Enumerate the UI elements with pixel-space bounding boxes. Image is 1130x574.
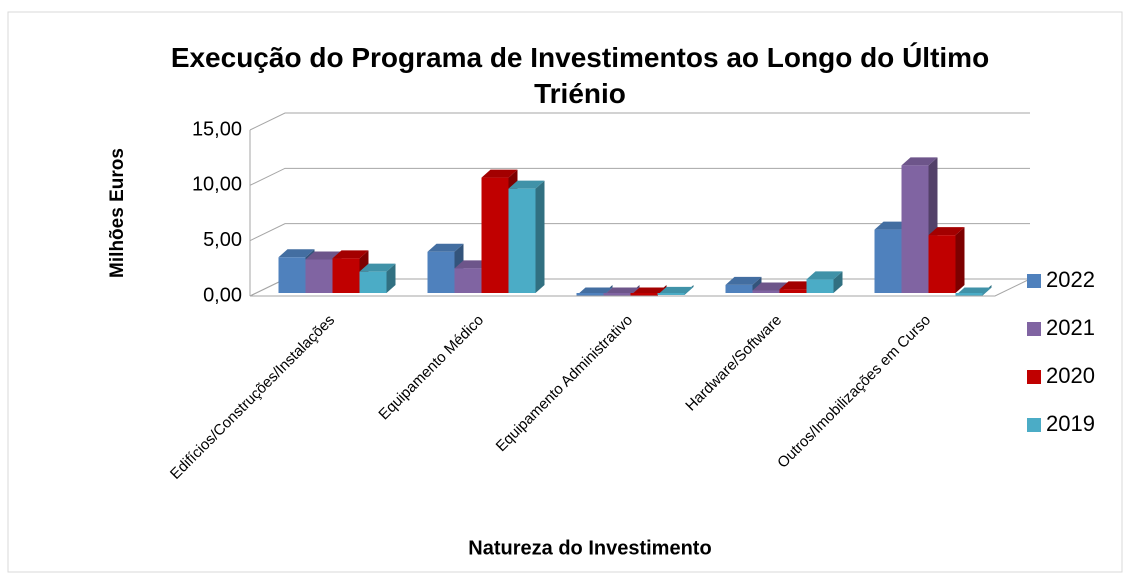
bar: [874, 229, 902, 293]
legend-label: 2022: [1046, 267, 1095, 292]
bar-group: [928, 227, 965, 293]
legend-swatch: [1027, 418, 1041, 432]
bar-top: [752, 282, 789, 291]
grid-line: [249, 223, 1030, 242]
y-tick-label: 0,00: [203, 284, 242, 306]
bar: [603, 293, 631, 296]
bar-top: [359, 263, 396, 272]
bar-side: [535, 180, 545, 293]
bar: [305, 259, 333, 293]
bar-top: [508, 180, 545, 189]
bar: [508, 188, 536, 293]
bar: [278, 257, 306, 293]
bar-top: [725, 276, 762, 285]
bar: [630, 293, 658, 296]
grid-line: [249, 167, 1030, 186]
bar: [332, 258, 360, 293]
bar-top: [481, 169, 518, 178]
bar: [752, 290, 780, 293]
bar: [576, 293, 604, 296]
bar-group: [359, 263, 396, 293]
legend-swatch: [1027, 322, 1041, 336]
bar-group: [657, 285, 694, 295]
y-tick-label: 10,00: [192, 174, 242, 196]
legend-label: 2019: [1046, 411, 1095, 436]
bar-group: [955, 285, 992, 296]
bar-top: [928, 227, 965, 236]
bar-top: [427, 243, 464, 252]
bar: [901, 165, 929, 293]
bar-top: [305, 251, 342, 260]
bar-top: [278, 249, 315, 258]
y-tick-label: 15,00: [192, 118, 242, 140]
bar: [657, 293, 685, 295]
bar-group: [508, 180, 545, 293]
legend-label: 2020: [1046, 363, 1095, 388]
legend-swatch: [1027, 370, 1041, 384]
bar-side: [833, 271, 843, 293]
bar-top: [332, 250, 369, 259]
bar: [725, 284, 753, 293]
bar: [359, 271, 387, 293]
legend-swatch: [1027, 274, 1041, 288]
bar-top: [657, 286, 694, 295]
bar: [955, 293, 983, 296]
grid-line: [249, 112, 1030, 131]
bar-side: [955, 227, 965, 293]
legend-label: 2021: [1046, 315, 1095, 340]
y-tick-label: 5,00: [203, 229, 242, 251]
y-axis-title: Milhões Euros: [107, 148, 128, 278]
bar-top: [806, 271, 843, 280]
bar: [806, 279, 834, 293]
bar: [427, 251, 455, 293]
bar: [928, 235, 956, 293]
bar-side: [386, 263, 396, 293]
bar: [481, 177, 509, 293]
bar-top: [901, 157, 938, 166]
chart-title: Execução do Programa de Investimentos ao…: [170, 42, 990, 109]
bar-group: [806, 271, 843, 293]
x-axis-title: Natureza do Investimento: [468, 537, 711, 559]
bar: [779, 289, 807, 293]
bar: [454, 268, 482, 293]
